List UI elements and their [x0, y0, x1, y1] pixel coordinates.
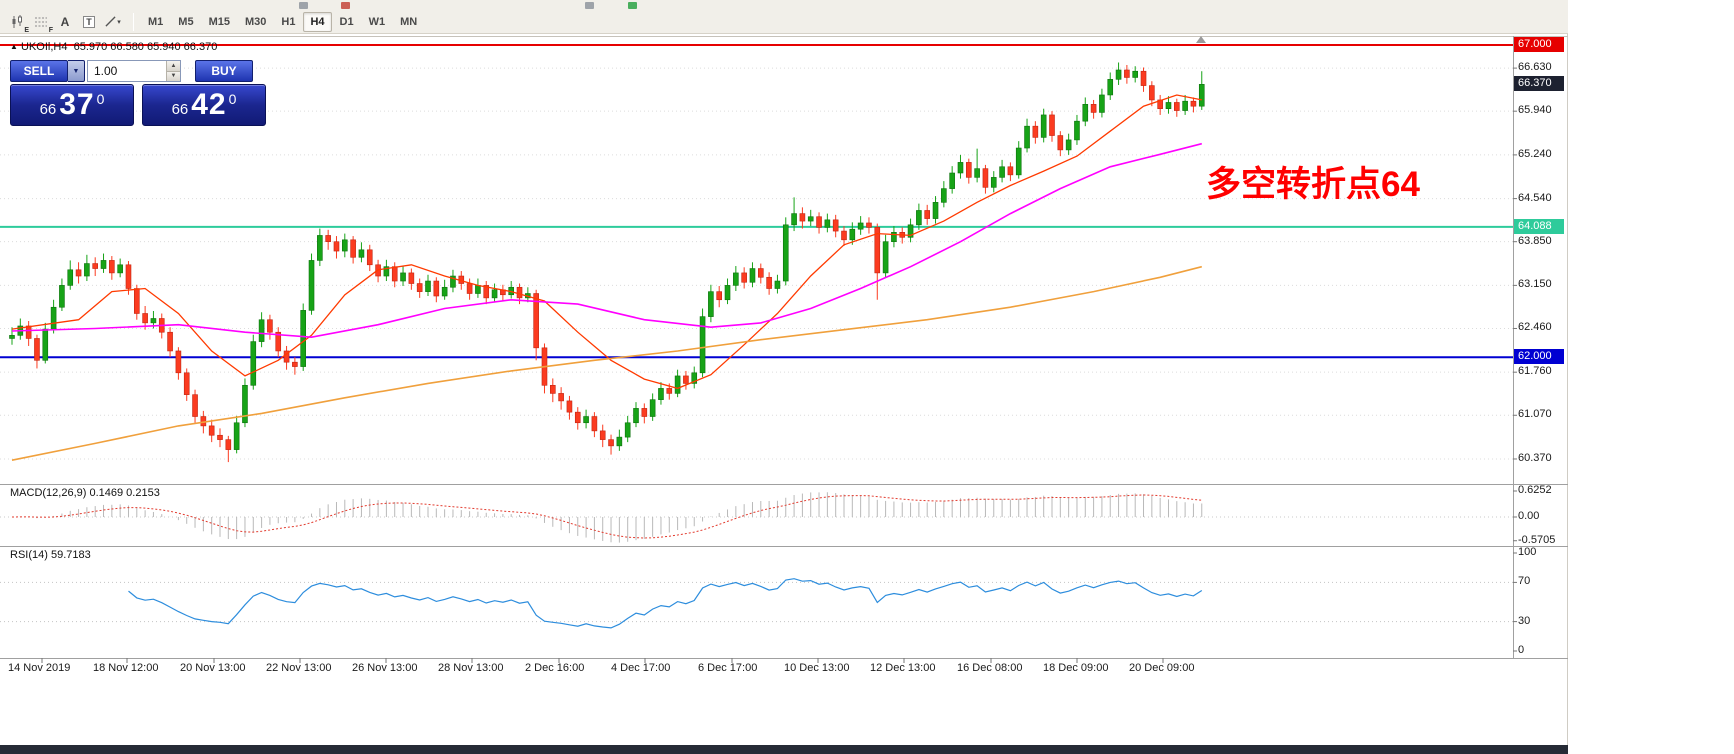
bid-pips: 37: [59, 88, 95, 121]
volume-decrease-button[interactable]: ▼: [167, 70, 180, 81]
rsi-scale-label: 0: [1518, 644, 1525, 656]
volume-field-wrap: ▲ ▼: [87, 60, 181, 82]
timeframe-bar: M1 M5 M15 M30 H1 H4 D1 W1 MN: [141, 11, 425, 32]
chart-text-annotation[interactable]: 多空转折点64: [1206, 165, 1420, 204]
buy-button[interactable]: BUY: [195, 60, 253, 82]
price-badge: 62.000: [1514, 349, 1564, 365]
charts-toolbar: E F A T ▾ M1 M5 M15 M30 H1 H4 D1 W1 MN: [0, 10, 1568, 34]
price-scale-label[interactable]: 60.370: [1518, 451, 1552, 464]
ma-line-slow: [11, 265, 1202, 461]
rsi-current-value: 59.7183: [50, 549, 91, 561]
rsi-scale-label: 70: [1518, 575, 1531, 588]
tool-icons-group: E F A T ▾: [6, 12, 126, 34]
draw-tools-icon[interactable]: ▾: [102, 12, 124, 32]
grid-icon[interactable]: F: [30, 12, 53, 34]
text-label-icon[interactable]: A: [60, 14, 70, 29]
time-axis-label[interactable]: 16 Dec 08:00: [957, 662, 1023, 674]
terminal-window: E F A T ▾ M1 M5 M15 M30 H1 H4 D1 W1 MN ▲ UKOIl,H4 65…: [0, 0, 1568, 754]
candlesticks: [9, 62, 1205, 463]
sell-button[interactable]: SELL: [10, 60, 68, 82]
price-scale-label[interactable]: 65.240: [1518, 147, 1552, 160]
timeframe-button-h1[interactable]: H1: [281, 15, 296, 28]
clipped-toolbar-row: [0, 0, 1568, 10]
price-badge: 66.370: [1514, 76, 1564, 92]
macd-signal-line: [11, 494, 1202, 539]
timeframe-button-m5[interactable]: M5: [178, 15, 194, 28]
timeframe-button-m15[interactable]: M15: [208, 15, 230, 28]
price-scale-label[interactable]: 63.850: [1518, 234, 1552, 247]
macd-scale-label: 0.6252: [1518, 483, 1552, 496]
macd-panel-title: MACD(12,26,9) 0.1469 0.2153: [10, 487, 160, 499]
time-axis-label[interactable]: 4 Dec 17:00: [611, 662, 671, 674]
bid-pipette: 0: [96, 90, 105, 107]
volume-increase-button[interactable]: ▲: [167, 61, 180, 71]
bid-price-display[interactable]: 66 37 0: [10, 84, 134, 126]
timeframe-button-m30[interactable]: M30: [244, 15, 267, 28]
rsi-line: [128, 578, 1203, 629]
time-axis-label[interactable]: 28 Nov 13:00: [438, 662, 504, 674]
time-axis-label[interactable]: 14 Nov 2019: [8, 662, 71, 674]
price-scale-label[interactable]: 62.460: [1518, 321, 1552, 334]
text-box-icon[interactable]: T: [78, 12, 100, 32]
ask-pipette: 0: [228, 90, 237, 107]
time-axis-label[interactable]: 6 Dec 17:00: [698, 662, 758, 674]
time-axis-label[interactable]: 10 Dec 13:00: [784, 662, 850, 674]
price-scale-label[interactable]: 65.940: [1518, 104, 1552, 117]
time-axis-label[interactable]: 26 Nov 13:00: [352, 662, 418, 674]
volume-input[interactable]: [88, 61, 166, 81]
time-axis-label[interactable]: 12 Dec 13:00: [870, 662, 936, 674]
timeframe-button-m1[interactable]: M1: [148, 15, 164, 28]
chart-symbol: UKOIl,H4: [20, 41, 68, 53]
chart-canvas[interactable]: [0, 0, 1568, 754]
bid-whole: 66: [39, 101, 57, 118]
macd-scale-label: 0.00: [1518, 510, 1540, 522]
timeframe-button-mn[interactable]: MN: [400, 15, 418, 28]
time-axis-label[interactable]: 20 Nov 13:00: [180, 662, 246, 674]
ma-line-fast: [11, 94, 1202, 390]
toolbar-separator: [133, 12, 134, 31]
time-axis-label[interactable]: 20 Dec 09:00: [1129, 662, 1195, 674]
price-scale-label[interactable]: 64.540: [1518, 191, 1552, 204]
window-bottom-strip: [0, 745, 1568, 754]
price-scale-label[interactable]: 63.150: [1518, 278, 1552, 291]
time-axis-label[interactable]: 18 Nov 12:00: [93, 662, 159, 674]
macd-scale-label: -0.5705: [1518, 533, 1556, 546]
volume-dropdown-button[interactable]: ▼: [68, 60, 85, 82]
ma-line-mid: [11, 142, 1202, 339]
price-badge: 64.088: [1514, 218, 1564, 234]
price-scale-label[interactable]: 61.070: [1518, 408, 1552, 421]
chart-marker-icon: ▲: [10, 42, 18, 51]
time-axis-label[interactable]: 2 Dec 16:00: [525, 662, 585, 674]
clipped-icon: [341, 2, 350, 9]
volume-spinner: ▲ ▼: [166, 61, 180, 81]
price-scale-label[interactable]: 61.760: [1518, 365, 1552, 378]
ask-price-display[interactable]: 66 42 0: [142, 84, 266, 126]
ask-whole: 66: [171, 101, 189, 118]
ask-pips: 42: [191, 88, 227, 121]
chart-objects-icon[interactable]: E: [6, 12, 29, 34]
timeframe-button-d1[interactable]: D1: [339, 15, 354, 28]
time-axis-label[interactable]: 18 Dec 09:00: [1043, 662, 1109, 674]
rsi-panel-title: RSI(14) 59.7183: [10, 549, 91, 561]
clipped-icon: [299, 2, 308, 9]
rsi-title-text: RSI(14): [10, 549, 48, 561]
clipped-icon: [585, 2, 594, 9]
price-badge: 67.000: [1514, 37, 1564, 52]
price-gridlines: [0, 67, 1513, 460]
macd-histogram: [19, 492, 1203, 543]
macd-title-text: MACD(12,26,9): [10, 487, 87, 499]
rsi-scale-label: 100: [1518, 546, 1537, 558]
chart-shift-marker[interactable]: [1196, 36, 1206, 43]
rsi-scale-label: 30: [1518, 614, 1531, 627]
time-axis-label[interactable]: 22 Nov 13:00: [266, 662, 332, 674]
timeframe-button-h4[interactable]: H4: [303, 11, 332, 32]
timeframe-button-w1[interactable]: W1: [368, 15, 386, 28]
chart-ohlc-header: ▲ UKOIl,H4 65.970 66.580 65.940 66.370: [10, 41, 217, 53]
macd-current-values: 0.1469 0.2153: [89, 487, 160, 499]
price-scale-label[interactable]: 66.630: [1518, 61, 1552, 74]
chart-ohlc-values: 65.970 66.580 65.940 66.370: [73, 41, 218, 53]
clipped-icon: [628, 2, 637, 9]
